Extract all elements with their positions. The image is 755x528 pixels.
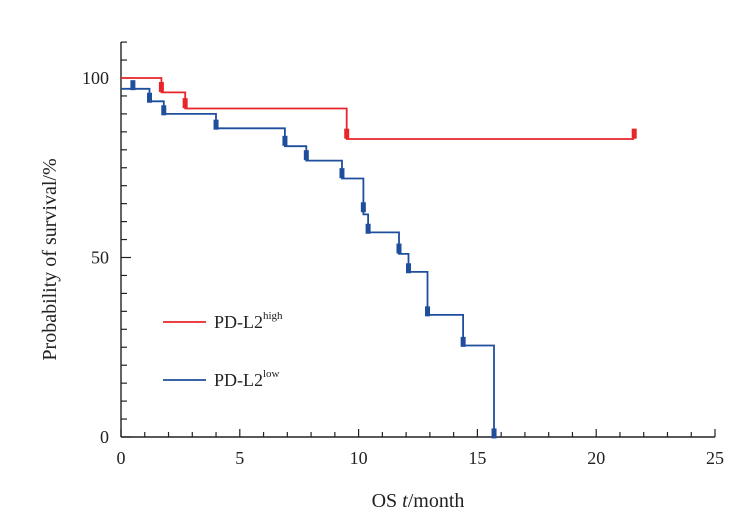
x-tick-label: 5 <box>235 448 244 468</box>
series-high <box>121 77 637 140</box>
censor-mark-high <box>631 128 637 139</box>
censor-mark-low <box>460 336 466 347</box>
legend-item-low: PD-L2low <box>163 368 280 390</box>
x-tick-label: 20 <box>587 448 605 468</box>
legend-label-high: PD-L2high <box>214 310 283 332</box>
x-axis-title: OS t/month <box>372 490 465 512</box>
censor-mark-high <box>158 81 164 92</box>
series-layer <box>121 77 637 439</box>
censor-mark-low <box>147 92 153 103</box>
y-tick-label: 0 <box>100 427 109 447</box>
y-tick-label: 100 <box>82 68 109 88</box>
survival-line-low <box>121 87 495 437</box>
x-tick-label: 10 <box>350 448 368 468</box>
legend: PD-L2high PD-L2low <box>163 310 283 390</box>
censor-mark-low <box>303 150 309 161</box>
censor-mark-low <box>405 263 411 274</box>
y-axis-title: Probability of survival/% <box>39 158 61 360</box>
censor-mark-high <box>344 128 350 139</box>
censor-mark-low <box>213 119 219 130</box>
legend-label-low: PD-L2low <box>214 368 280 390</box>
x-tick-label: 15 <box>468 448 486 468</box>
censor-mark-low <box>130 80 136 91</box>
censor-mark-low <box>360 202 366 213</box>
survival-line-high <box>121 77 635 140</box>
censor-mark-low <box>425 306 431 317</box>
censor-mark-low <box>491 428 497 439</box>
censor-mark-low <box>339 168 345 179</box>
legend-item-high: PD-L2high <box>163 310 283 332</box>
x-tick-label: 0 <box>117 448 126 468</box>
censor-mark-low <box>161 105 167 116</box>
censor-mark-low <box>396 243 402 254</box>
censor-mark-low <box>282 135 288 146</box>
series-low <box>121 80 497 439</box>
censor-mark-low <box>365 223 371 234</box>
y-tick-label: 50 <box>91 248 109 268</box>
axes: 0 50 100 0 5 10 15 20 25 <box>82 41 724 468</box>
censor-mark-high <box>182 98 188 109</box>
x-tick-label: 25 <box>706 448 724 468</box>
